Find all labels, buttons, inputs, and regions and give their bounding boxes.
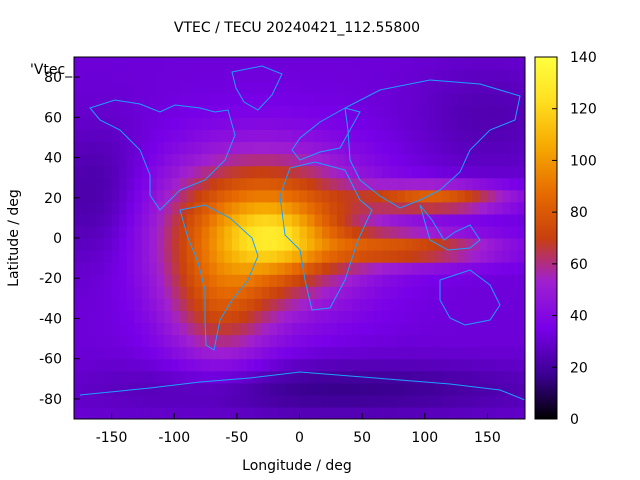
colorbar-tick-label: 100 [570,153,597,169]
y-tick-label: 0 [53,231,62,247]
x-tick-label: -50 [225,430,248,446]
colorbar-ticks: 0 20 40 60 80 100 120 140 [552,50,597,428]
chart-title: VTEC / TECU 20240421_112.55800 [174,20,420,36]
coast-australia [439,269,501,326]
y-tick-label: 40 [44,151,62,167]
y-tick-label: -20 [39,271,62,287]
coast-africa [279,161,373,311]
coast-greenland [231,65,283,111]
x-tick-label: 150 [474,430,501,446]
heatmap-cells [74,57,525,419]
coastlines-overlay [79,65,525,401]
coast-southeast-asia [419,204,481,251]
y-tick-label: -40 [39,311,62,327]
coast-asia [344,79,521,209]
y-tick-label: -80 [39,392,62,408]
colorbar-tick-label: 80 [570,205,588,221]
colorbar-tick-label: 0 [570,412,579,428]
colorbar-tick-label: 140 [570,50,597,66]
x-tick-label: -100 [158,430,190,446]
coast-europe [291,107,361,161]
x-tick-label: 100 [411,430,438,446]
colorbar-tick-label: 20 [570,360,588,376]
coast-antarctica [79,371,525,401]
coast-north-america [89,99,236,211]
y-tick-label: -60 [39,352,62,368]
colorbar-tick-label: 60 [570,257,588,273]
colorbar-tick-label: 120 [570,102,597,118]
colorbar [534,56,558,420]
x-tick-label: -150 [96,430,128,446]
y-axis-label: Latitude / deg [6,189,22,287]
y-tick-label: 60 [44,110,62,126]
y-tick-label: 80 [44,70,62,86]
x-tick-label: 0 [295,430,304,446]
colorbar-tick-label: 40 [570,309,588,325]
x-axis-ticks: -150 -100 -50 0 50 100 150 [96,413,501,446]
key-label: 'Vtec_ [30,62,73,78]
y-axis-ticks: -80 -60 -40 -20 0 20 40 60 80 [39,70,80,408]
coast-south-america [179,204,259,351]
y-tick-label: 20 [44,191,62,207]
x-tick-label: 50 [353,430,371,446]
x-axis-label: Longitude / deg [242,458,352,474]
